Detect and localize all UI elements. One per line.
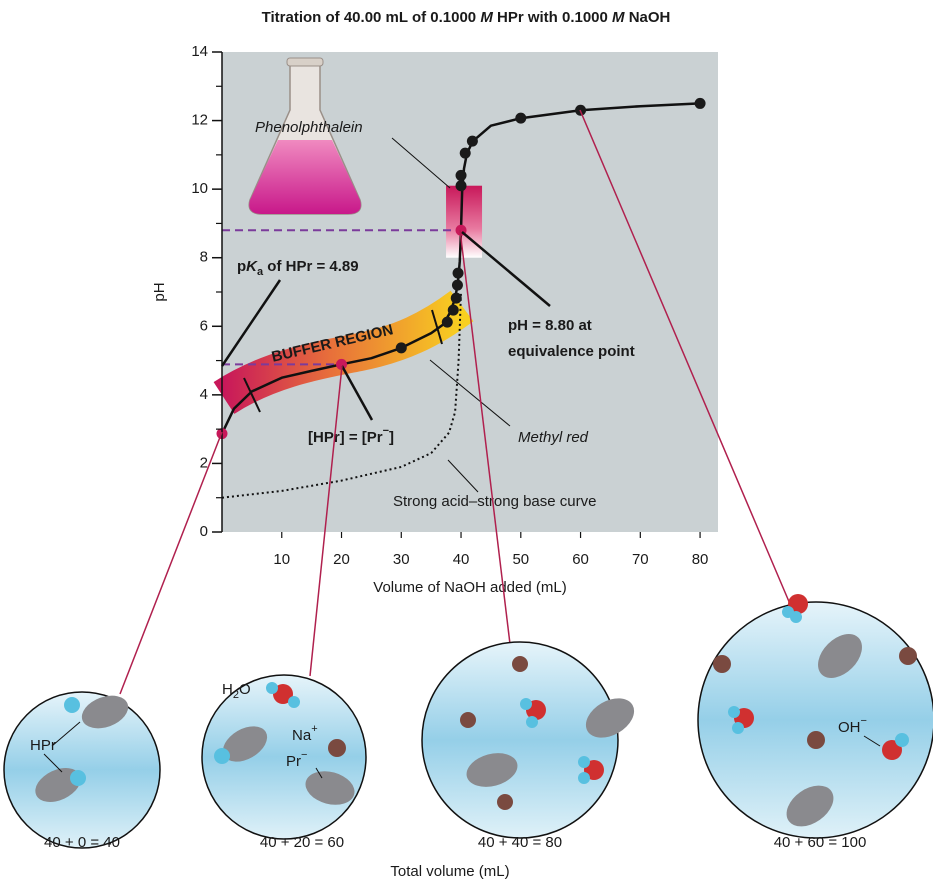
flask bbox=[248, 57, 362, 215]
pka-label: pKa of HPr = 4.89 bbox=[237, 258, 359, 278]
y-tick-label: 6 bbox=[200, 317, 208, 334]
band-edge bbox=[431, 309, 443, 345]
x-tick-label: 10 bbox=[273, 551, 290, 568]
y-tick-label: 12 bbox=[191, 112, 208, 129]
x-tick-label: 50 bbox=[512, 551, 529, 568]
x-tick-label: 40 bbox=[453, 551, 470, 568]
molecule-label: H2O bbox=[222, 681, 251, 701]
buffer-band bbox=[213, 290, 474, 415]
molecule-label-part: H bbox=[222, 681, 233, 698]
molecule-label-part: 2 bbox=[233, 689, 239, 701]
molecule-label: Pr− bbox=[286, 749, 307, 770]
view-3 bbox=[421, 641, 635, 839]
strong-acid-curve bbox=[221, 291, 462, 499]
molecule-label-part: Na bbox=[292, 727, 312, 744]
molecule-label-part: HPr bbox=[30, 737, 56, 754]
data-point bbox=[515, 112, 527, 124]
view-1 bbox=[3, 691, 161, 849]
x-tick-label: 60 bbox=[572, 551, 589, 568]
view-2 bbox=[201, 674, 367, 840]
half-equivalence-label: [HPr] = [Pr−] bbox=[308, 425, 394, 446]
molecule-label: OH− bbox=[838, 715, 867, 736]
leaders bbox=[220, 137, 551, 493]
band-edge bbox=[243, 377, 261, 413]
y-tick-label: 10 bbox=[191, 180, 208, 197]
x-tick-label: 30 bbox=[393, 551, 410, 568]
view-label: 40 + 0 = 40 bbox=[44, 834, 120, 851]
methyl-red-label: Methyl red bbox=[518, 429, 589, 446]
data-point bbox=[455, 180, 467, 192]
data-point bbox=[395, 342, 407, 354]
equivalence-label: equivalence point bbox=[508, 343, 635, 360]
molecule-label-part: − bbox=[301, 749, 307, 761]
connectors bbox=[119, 109, 791, 695]
views-axis-label: Total volume (mL) bbox=[390, 863, 509, 880]
y-tick-label: 4 bbox=[200, 386, 208, 403]
molecule-label: Na+ bbox=[292, 723, 318, 744]
y-tick-label: 2 bbox=[200, 454, 208, 471]
data-point bbox=[455, 169, 467, 181]
equivalence-label: pH = 8.80 at bbox=[508, 317, 592, 334]
view-label: 40 + 40 = 80 bbox=[478, 834, 562, 851]
x-tick-label: 20 bbox=[333, 551, 350, 568]
data-point bbox=[694, 97, 706, 109]
data-point bbox=[452, 267, 464, 279]
phenolphthalein-range bbox=[446, 185, 483, 258]
molecule-label-part: − bbox=[861, 715, 867, 727]
molecule-label-part: + bbox=[311, 723, 317, 735]
strong-curve-label: Strong acid–strong base curve bbox=[393, 493, 596, 510]
x-tick-label: 70 bbox=[632, 551, 649, 568]
phenolphthalein-label: Phenolphthalein bbox=[255, 119, 363, 136]
data-point bbox=[450, 292, 462, 304]
molecule-label-part: Pr bbox=[286, 753, 301, 770]
data-point bbox=[441, 316, 453, 328]
view-label: 40 + 20 = 60 bbox=[260, 834, 344, 851]
y-tick-label: 8 bbox=[200, 249, 208, 266]
view-4 bbox=[697, 594, 933, 839]
data-point bbox=[447, 304, 459, 316]
molecule-label-part: OH bbox=[838, 719, 861, 736]
x-axis-label: Volume of NaOH added (mL) bbox=[373, 579, 566, 596]
data-point bbox=[459, 147, 471, 159]
y-tick-label: 14 bbox=[191, 43, 208, 60]
molecule-label: HPr bbox=[30, 737, 56, 754]
y-axis-label: pH bbox=[151, 282, 168, 301]
chart-title: Titration of 40.00 mL of 0.1000 M HPr wi… bbox=[262, 9, 671, 26]
key-point bbox=[336, 358, 348, 370]
view-label: 40 + 60 = 100 bbox=[774, 834, 867, 851]
molecule-label-part: O bbox=[239, 681, 251, 698]
data-point bbox=[466, 135, 478, 147]
data-point bbox=[451, 279, 463, 291]
y-tick-label: 0 bbox=[200, 523, 208, 540]
x-tick-label: 80 bbox=[692, 551, 709, 568]
